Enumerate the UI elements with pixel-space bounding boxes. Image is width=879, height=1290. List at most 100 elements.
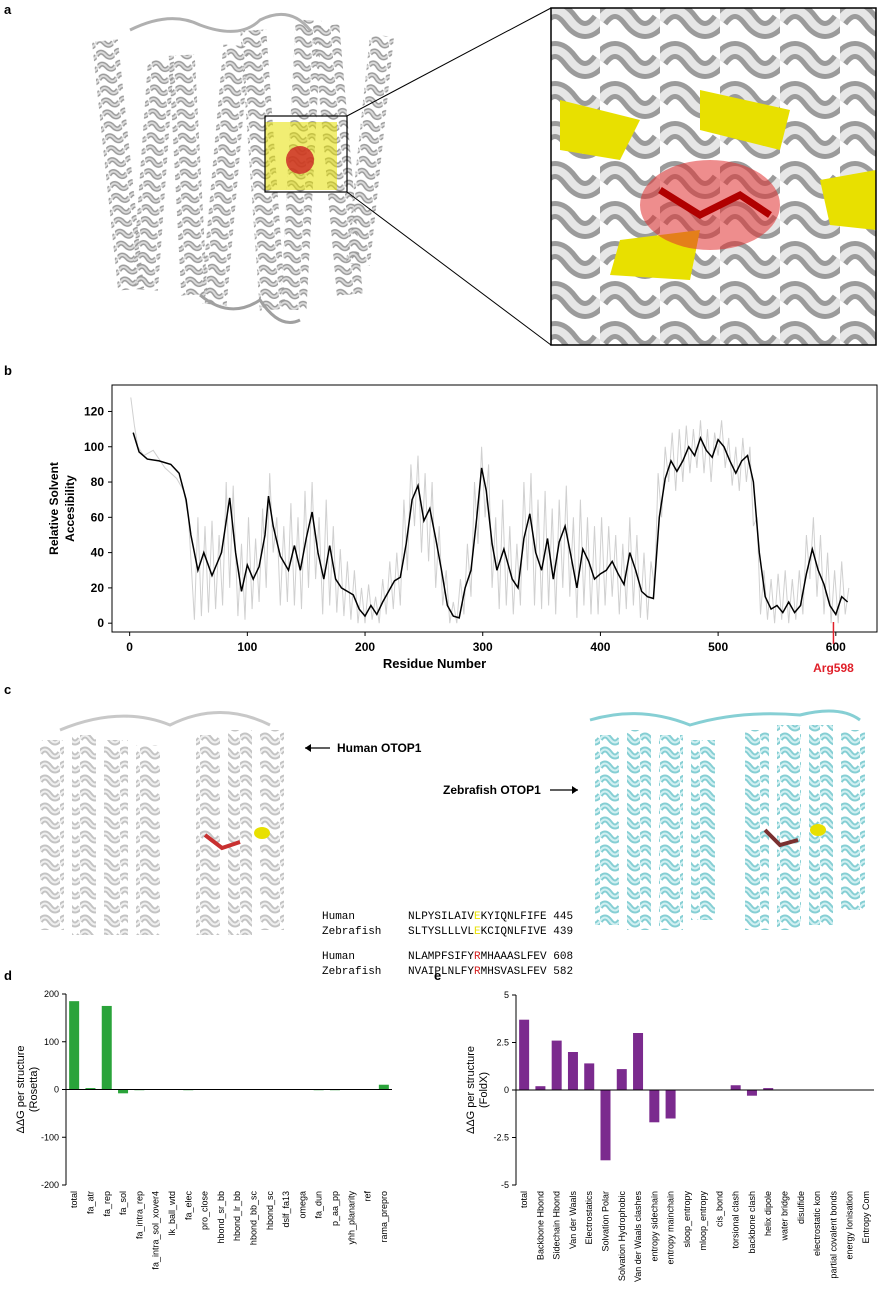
y-tick-label: 60 <box>91 510 105 524</box>
y-tick-label: 5 <box>504 990 509 1000</box>
x-tick-label: 600 <box>826 640 846 654</box>
category-label: p_aa_pp <box>330 1191 340 1226</box>
bar <box>551 1040 562 1090</box>
x-tick-label: 100 <box>237 640 257 654</box>
category-label: total <box>519 1191 529 1208</box>
bar <box>584 1063 595 1090</box>
category-label: hbond_sr_bb <box>216 1191 226 1244</box>
alignment-species: Zebrafish <box>322 966 382 978</box>
category-label: dslf_fa13 <box>281 1191 291 1228</box>
alignment-position: 445 <box>546 911 574 923</box>
bar <box>746 1090 757 1096</box>
category-label: entropy sidechain <box>649 1191 659 1262</box>
bar <box>763 1088 774 1090</box>
alignment-highlight-residue: R <box>474 966 481 978</box>
category-label: lk_ball_wtd <box>167 1191 177 1236</box>
category-label: fa_sol <box>118 1191 128 1215</box>
category-label: Solvation Polar <box>601 1191 611 1252</box>
bar <box>535 1086 546 1090</box>
alignment-seq-post: KCIQNLFIVE <box>480 926 547 938</box>
alignment-row: Zebrafish SLTYSLLLVLEKCIQNLFIVE 439 <box>322 925 632 940</box>
panel-label-a: a <box>4 2 12 17</box>
category-label: total <box>69 1191 79 1208</box>
y-tick-label: 80 <box>91 475 105 489</box>
alignment-position: 439 <box>546 926 574 938</box>
category-label: entropy mainchain <box>666 1191 676 1265</box>
y-axis-label-line2: (Rosetta) <box>28 1067 40 1112</box>
category-label: electrostatic kon <box>812 1191 822 1256</box>
alignment-row: Human NLAMPFSIFYRMHAAASLFEV 608 <box>322 950 632 965</box>
y-tick-label: 0 <box>54 1085 59 1095</box>
category-label: Electrostatics <box>584 1191 594 1245</box>
y-tick-label: 40 <box>91 546 105 560</box>
category-label: hbond_bb_sc <box>248 1191 258 1246</box>
category-label: Solvation Hydrophobic <box>617 1191 627 1282</box>
alignment-species: Human <box>322 951 356 963</box>
bar <box>633 1033 644 1090</box>
otop1-structure-cartoon <box>92 12 394 324</box>
bar <box>649 1090 660 1123</box>
category-label: partial covalent bonds <box>828 1191 838 1279</box>
alignment-row: Zebrafish NVAIPLNLFYRMHSVASLFEV 582 <box>322 965 632 980</box>
alignment-seq-pre: SLTYSLLLVL <box>408 926 475 938</box>
y-tick-label: -100 <box>41 1132 59 1142</box>
alignment-highlight-residue: R <box>474 951 481 963</box>
bar <box>118 1089 129 1094</box>
zoom-box <box>264 115 348 193</box>
y-tick-label: 120 <box>84 404 104 418</box>
bar <box>85 1088 96 1090</box>
category-label: Van der Waals <box>568 1191 578 1250</box>
bar <box>519 1019 530 1090</box>
bar <box>69 1001 80 1090</box>
category-label: fa_intra_rep <box>134 1191 144 1239</box>
plot-frame <box>111 384 878 633</box>
category-label: cis_bond <box>714 1191 724 1227</box>
panel-d-rosetta-chart: 200 100 0 -100 -200 total fa_atr fa_rep fa_sol fa… <box>15 989 392 1270</box>
panel-b-solvent-accessibility-chart: 0 100 200 300 400 500 600 0 20 40 60 80 100 120 Residu… <box>47 384 878 675</box>
category-label: omega <box>297 1191 307 1219</box>
category-label: fa_elec <box>183 1191 193 1221</box>
bar <box>665 1090 676 1119</box>
series-line-mean <box>132 432 849 619</box>
bar <box>567 1052 578 1090</box>
zoom-panel-binding-site <box>551 8 876 345</box>
alignment-seq-pre: NLAMPFSIFY <box>408 951 475 963</box>
annotation-label: Arg598 <box>813 661 854 675</box>
series-line-raw <box>130 397 850 624</box>
category-label: ref <box>363 1191 373 1202</box>
y-axis-label-line2: Accesibility <box>63 475 77 542</box>
bar <box>600 1090 611 1161</box>
y-tick-label: 100 <box>44 1037 59 1047</box>
zebrafish-otop1-label: Zebrafish OTOP1 <box>443 783 541 797</box>
x-tick-label: 200 <box>355 640 375 654</box>
zebrafish-otop1-cartoon <box>589 709 865 930</box>
category-label: Entropy Com <box>861 1191 871 1244</box>
panel-label-e: e <box>434 968 442 983</box>
alignment-species: Zebrafish <box>322 926 382 938</box>
category-label: sloop_entropy <box>682 1191 692 1248</box>
x-tick-label: 300 <box>473 640 493 654</box>
y-axis-label-line1: ΔΔG per structure <box>15 1045 27 1133</box>
category-label: water bridge <box>780 1191 790 1242</box>
category-label: disulfide <box>796 1191 806 1224</box>
alignment-highlight-residue: E <box>474 926 481 938</box>
alignment-seq-post: KYIQNLFIFE <box>480 911 547 923</box>
bar <box>730 1085 741 1090</box>
x-axis-label: Residue Number <box>383 656 486 671</box>
panel-e-foldx-chart: 5 2.5 0 -2.5 -5 total Backbone Hbond Sidechain … <box>465 990 874 1282</box>
bar <box>378 1084 389 1090</box>
category-label: rama_prepro <box>379 1191 389 1243</box>
category-label: pro_close <box>200 1191 210 1230</box>
y-tick-label: 20 <box>91 581 105 595</box>
bar <box>101 1005 112 1090</box>
alignment-position: 582 <box>546 966 574 978</box>
category-label: fa_atr <box>85 1191 95 1214</box>
category-label: energy Ionisation <box>845 1191 855 1260</box>
alignment-row: Human NLPYSILAIVEKYIQNLFIFE 445 <box>322 910 632 925</box>
alignment-seq-pre: NVAIPLNLFY <box>408 966 475 978</box>
alignment-seq-post: MHSVASLFEV <box>480 966 547 978</box>
y-axis-label-line1: ΔΔG per structure <box>465 1046 477 1134</box>
human-otop1-cartoon <box>40 711 284 935</box>
y-axis-label-line1: Relative Solvent <box>47 462 61 555</box>
y-tick-label: -5 <box>501 1180 509 1190</box>
